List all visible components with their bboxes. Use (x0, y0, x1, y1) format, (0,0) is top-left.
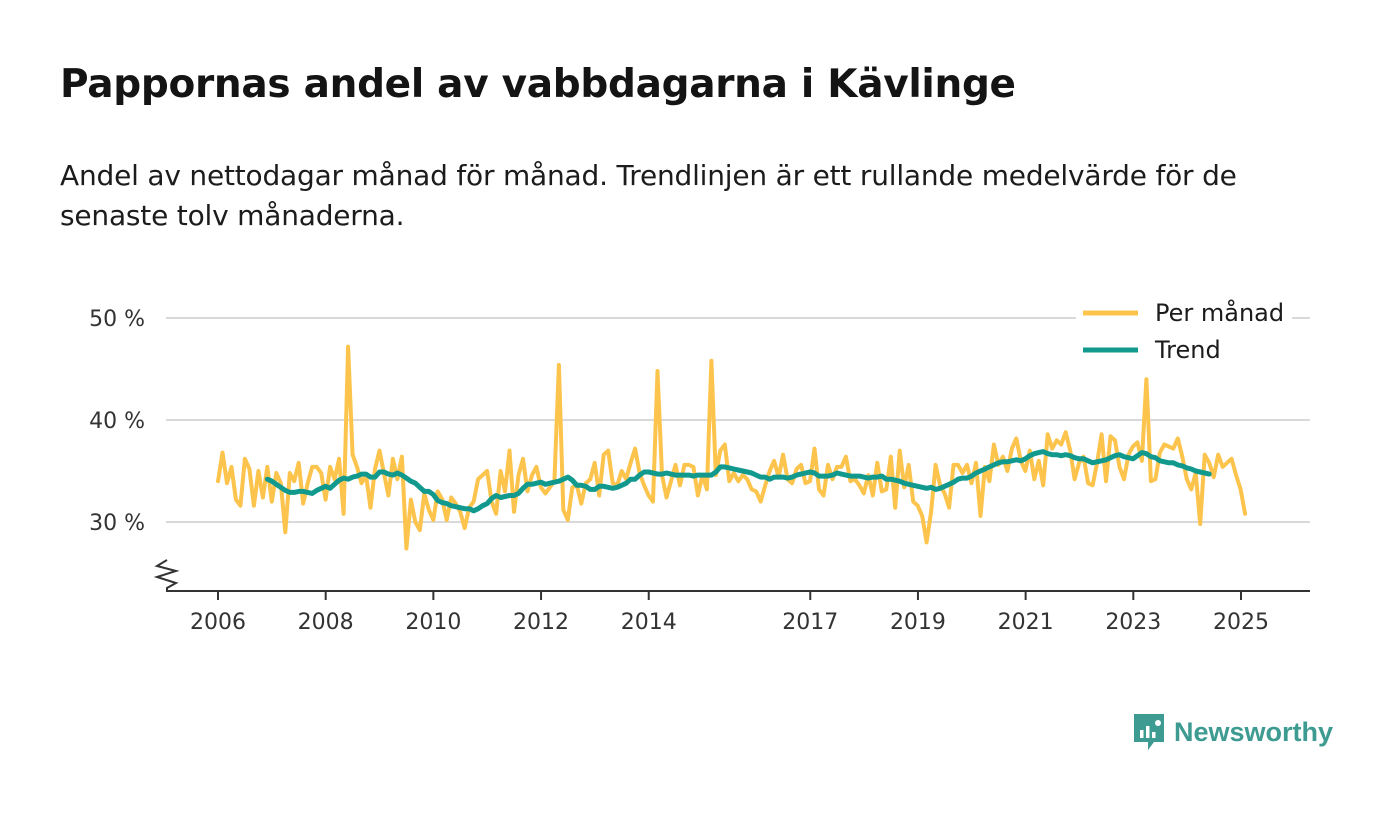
brand-name: Newsworthy (1174, 716, 1334, 747)
x-tick-label: 2023 (1105, 610, 1161, 635)
chart-title: Pappornas andel av vabbdagarna i Kävling… (60, 62, 1016, 107)
x-tick-label: 2019 (890, 610, 946, 635)
x-tick-label: 2006 (190, 610, 246, 635)
series-line-trend (264, 449, 1212, 514)
legend-background (1076, 296, 1292, 368)
x-tick-label: 2012 (513, 610, 569, 635)
x-tick-label: 2014 (621, 610, 677, 635)
x-axis (153, 559, 1310, 592)
x-tick-label: 2010 (405, 610, 461, 635)
legend-label-per-manad: Per månad (1155, 298, 1284, 327)
y-tick-label: 50 % (89, 307, 145, 332)
legend: Per månad Trend (1076, 296, 1292, 368)
axis-break-icon (153, 559, 180, 591)
x-tick-label: 2025 (1213, 610, 1269, 635)
chart-subtitle: Andel av nettodagar månad för månad. Tre… (60, 159, 1237, 232)
x-tick-label: 2021 (998, 610, 1054, 635)
line-chart: 30 % 40 % 50 % 2006 2008 2010 2012 2014 2017 201… (89, 296, 1310, 635)
x-tick-label: 2017 (782, 610, 838, 635)
x-axis-ticks: 2006 2008 2010 2012 2014 2017 2019 2021 2023 2025 (190, 591, 1269, 635)
y-tick-label: 30 % (89, 511, 145, 536)
x-tick-label: 2008 (298, 610, 354, 635)
series-line-per-manad (216, 344, 1248, 551)
series (216, 344, 1248, 551)
y-tick-label: 40 % (89, 409, 145, 434)
newsworthy-logo-icon (1134, 714, 1164, 750)
brand-logo: Newsworthy (1132, 712, 1333, 752)
legend-label-trend: Trend (1154, 336, 1221, 364)
y-axis-ticks: 30 % 40 % 50 % (89, 307, 145, 536)
